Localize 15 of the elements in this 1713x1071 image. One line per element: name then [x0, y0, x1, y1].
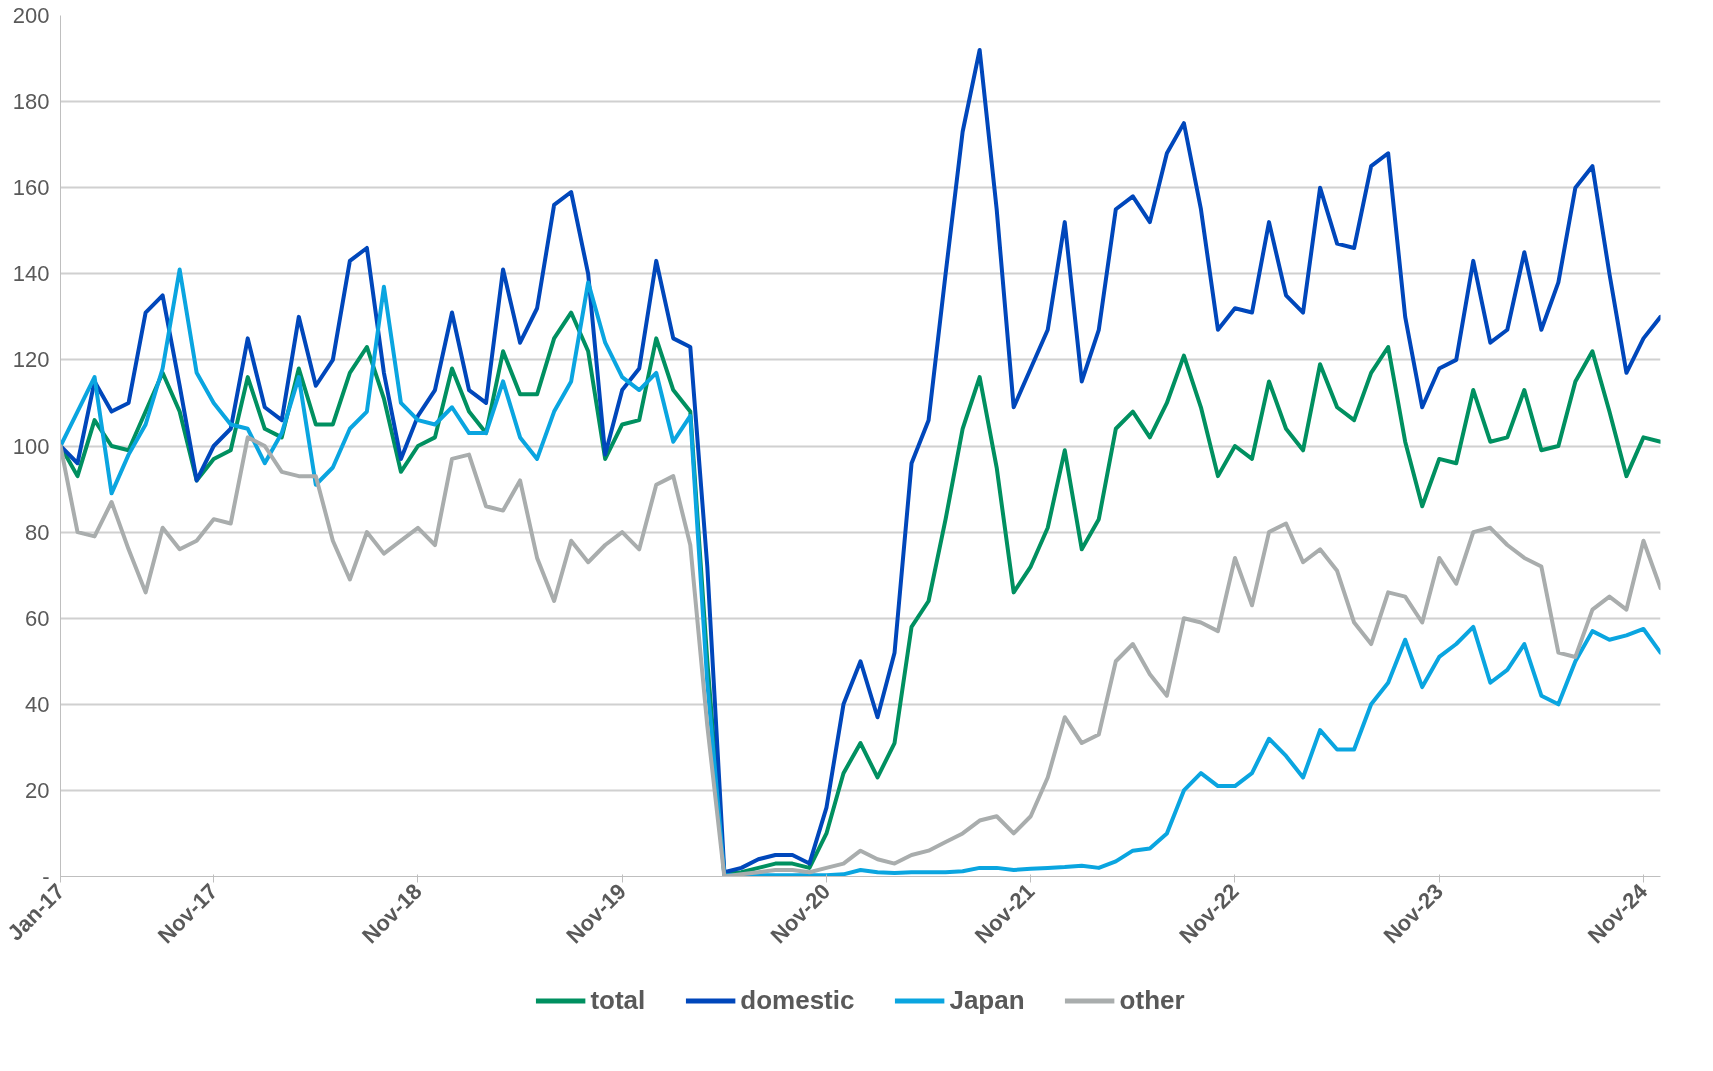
legend-label: total: [590, 984, 646, 1016]
y-tick-label: 120: [12, 347, 50, 373]
y-tick-label: -: [42, 864, 50, 889]
y-tick-label: 180: [12, 89, 50, 115]
y-tick-label: 100: [12, 433, 50, 459]
y-tick-label: 160: [12, 175, 50, 201]
y-tick-label: 80: [25, 519, 50, 545]
legend-label: other: [1119, 984, 1185, 1016]
y-tick-label: 20: [25, 777, 50, 803]
legend-label: domestic: [740, 984, 855, 1016]
legend-label: Japan: [949, 984, 1025, 1016]
y-tick-label: 40: [25, 691, 50, 717]
y-tick-label: 140: [12, 261, 50, 287]
y-tick-label: 200: [12, 3, 50, 28]
y-tick-label: 60: [25, 605, 50, 631]
